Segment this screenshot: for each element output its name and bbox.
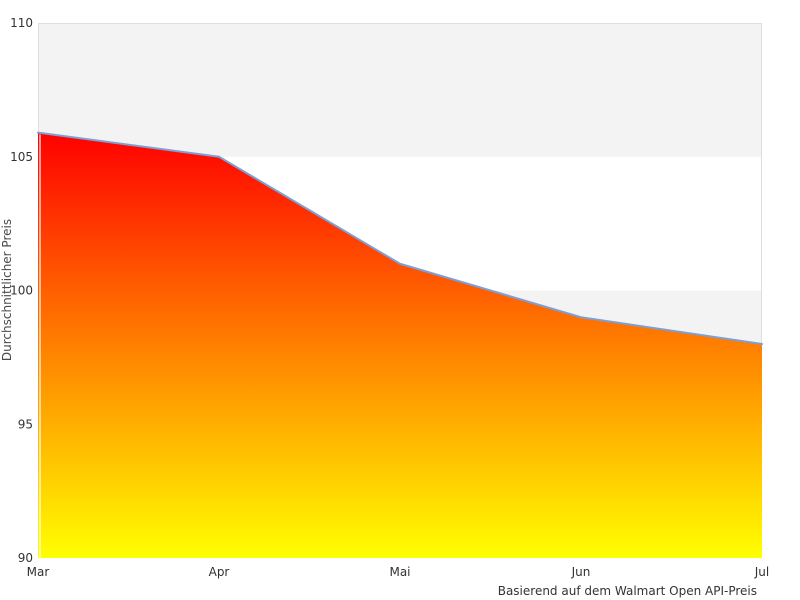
x-tick-label: Mar	[27, 565, 50, 579]
y-tick-label: 95	[18, 417, 33, 431]
y-tick-label: 90	[18, 551, 33, 565]
series-line	[37, 131, 763, 345]
y-axis-title: Durchschnittlicher Preis	[0, 219, 14, 361]
y-tick-label: 105	[10, 150, 33, 164]
y-tick-label: 110	[10, 16, 33, 30]
y-tick-label: 100	[10, 284, 33, 298]
chart-caption: Basierend auf dem Walmart Open API-Preis	[498, 584, 757, 598]
x-tick-label: Jul	[754, 565, 769, 579]
x-tick-label: Jun	[571, 565, 591, 579]
x-axis-labels: Mar Apr Mai Jun Jul	[27, 565, 770, 579]
x-tick-label: Apr	[209, 565, 230, 579]
x-tick-label: Mai	[389, 565, 410, 579]
plot-band	[38, 23, 762, 157]
y-axis-labels: 90 95 100 105 110	[10, 16, 33, 565]
area-series-fill	[38, 132, 762, 559]
price-series	[37, 131, 763, 559]
